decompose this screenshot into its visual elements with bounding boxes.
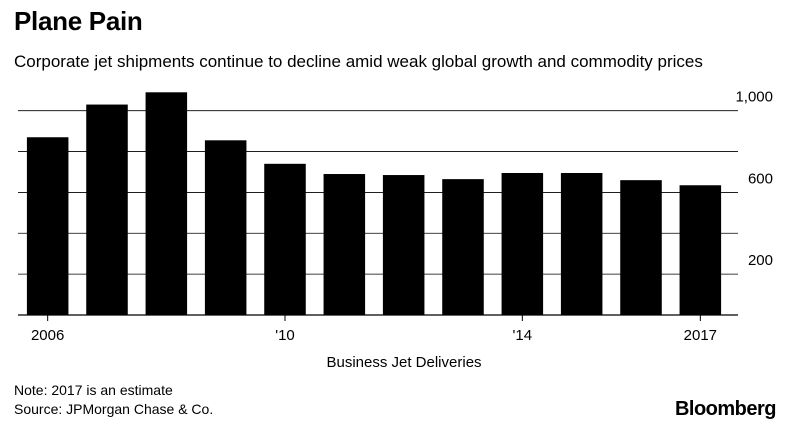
y-tick-label-600: 600 — [748, 170, 773, 187]
bloomberg-logo: Bloomberg — [674, 398, 777, 420]
x-axis: 2006 '10 '14 2017 — [18, 314, 738, 344]
bar-2007 — [86, 104, 128, 315]
bar-2015 — [560, 173, 603, 315]
bar-2013 — [442, 179, 484, 315]
bars — [26, 92, 722, 315]
bar-2016 — [620, 180, 662, 315]
bar-2008 — [145, 92, 188, 315]
y-axis-labels: 200 600 1,000 — [735, 89, 773, 269]
y-tick-label-1000: 1,000 — [735, 89, 773, 106]
chart-source: Source: JPMorgan Chase & Co. — [14, 401, 214, 417]
bar-2009 — [204, 140, 247, 315]
x-axis-title: Business Jet Deliveries — [326, 354, 481, 371]
chart-title: Plane Pain — [14, 6, 143, 36]
chart-note: Note: 2017 is an estimate — [14, 382, 173, 398]
bar-2010 — [264, 163, 306, 315]
gridlines — [18, 110, 738, 275]
x-tick-label-2010: '10 — [275, 327, 295, 344]
bar-2014 — [501, 173, 544, 315]
bar-2017 — [679, 185, 722, 315]
y-tick-label-200: 200 — [748, 252, 773, 269]
chart-subtitle: Corporate jet shipments continue to decl… — [14, 52, 703, 71]
x-tick-label-2006: 2006 — [31, 327, 64, 344]
bar-2012 — [382, 175, 425, 315]
x-tick-label-2014: '14 — [513, 327, 533, 344]
bar-2006 — [26, 137, 69, 315]
x-tick-label-2017: 2017 — [684, 327, 717, 344]
bar-2011 — [323, 174, 366, 315]
